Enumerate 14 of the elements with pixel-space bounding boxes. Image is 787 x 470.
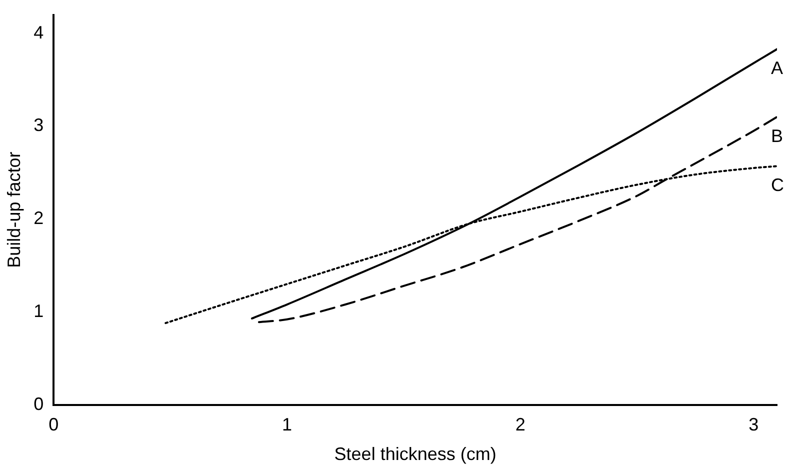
y-tick-label: 3 bbox=[34, 115, 44, 136]
y-tick-label: 0 bbox=[34, 394, 44, 414]
x-tick-label: 3 bbox=[748, 414, 759, 435]
series-label: A bbox=[771, 58, 784, 78]
x-tick-label: 0 bbox=[48, 414, 59, 435]
x-tick-label: 2 bbox=[515, 414, 526, 435]
y-tick-label: 4 bbox=[34, 22, 44, 42]
y-tick-label: 1 bbox=[34, 300, 44, 321]
y-axis-title: Build-up factor bbox=[4, 152, 24, 268]
series-label: B bbox=[771, 126, 784, 146]
x-tick-label: 1 bbox=[282, 414, 292, 435]
series-label: C bbox=[771, 175, 784, 196]
x-axis-title: Steel thickness (cm) bbox=[334, 444, 496, 464]
y-tick-label: 2 bbox=[34, 208, 44, 228]
